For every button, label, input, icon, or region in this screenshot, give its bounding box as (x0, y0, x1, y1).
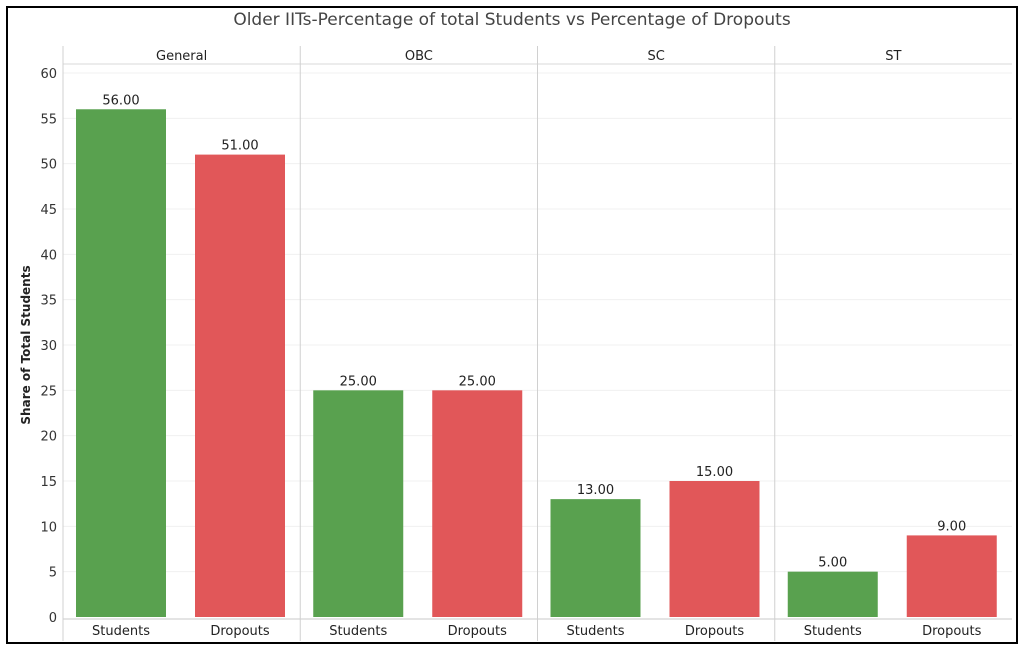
bar (432, 390, 523, 617)
x-category-label: Students (92, 624, 150, 639)
x-category-label: Students (567, 624, 625, 639)
chart-title: Older IITs-Percentage of total Students … (233, 10, 791, 30)
bar-value-label: 9.00 (937, 519, 966, 534)
panel-label: OBC (405, 49, 433, 64)
bar-value-label: 5.00 (818, 556, 847, 571)
y-tick-label: 10 (40, 520, 57, 535)
y-tick-label: 55 (40, 112, 57, 127)
x-category-label: Students (804, 624, 862, 639)
y-axis-title: Share of Total Students (19, 265, 33, 424)
y-tick-label: 60 (40, 67, 57, 82)
bar (906, 535, 997, 617)
bar-value-label: 56.00 (102, 93, 139, 108)
bar (195, 154, 285, 617)
bar-value-label: 25.00 (459, 374, 496, 389)
bar (787, 571, 878, 617)
y-tick-label: 20 (40, 430, 57, 445)
y-tick-label: 50 (40, 158, 57, 173)
panel-label: General (156, 49, 207, 64)
bar (313, 390, 404, 617)
bar (76, 109, 166, 618)
x-category-label: Students (329, 624, 387, 639)
bar-value-label: 13.00 (577, 483, 614, 498)
bar (669, 481, 760, 617)
x-category-label: Dropouts (210, 624, 270, 639)
y-tick-label: 0 (49, 611, 57, 626)
y-tick-label: 5 (49, 566, 57, 581)
y-tick-label: 40 (40, 248, 57, 263)
panel-label: ST (885, 49, 901, 64)
y-tick-label: 25 (40, 384, 57, 399)
y-tick-label: 15 (40, 475, 57, 490)
panel-label: SC (647, 49, 664, 64)
y-tick-label: 35 (40, 294, 57, 309)
x-category-label: Dropouts (685, 624, 745, 639)
y-tick-label: 45 (40, 203, 57, 218)
bar-value-label: 25.00 (340, 374, 377, 389)
bar-value-label: 15.00 (696, 465, 733, 480)
bar (550, 499, 641, 617)
x-category-label: Dropouts (922, 624, 982, 639)
bar-value-label: 51.00 (221, 139, 258, 154)
x-category-label: Dropouts (448, 624, 508, 639)
y-tick-label: 30 (40, 339, 57, 354)
